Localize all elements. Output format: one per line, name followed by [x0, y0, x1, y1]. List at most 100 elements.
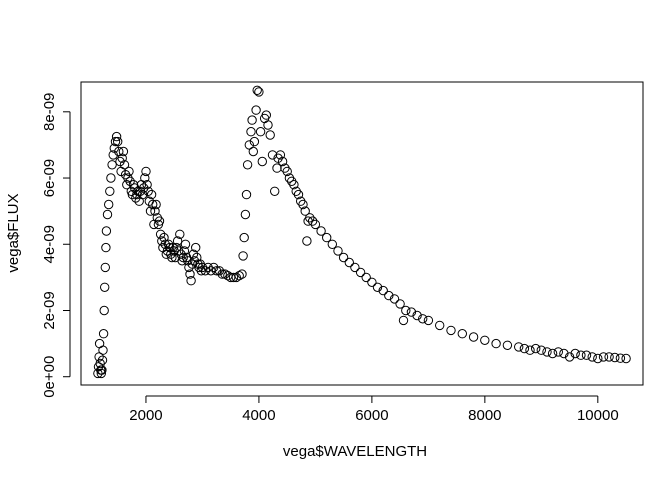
data-point [542, 347, 552, 357]
data-point [127, 189, 138, 200]
data-point [96, 368, 107, 379]
data-point [610, 352, 620, 363]
data-point [135, 186, 146, 197]
data-point [238, 251, 248, 261]
data-point [559, 348, 569, 359]
data-point [162, 246, 173, 256]
data-point [270, 186, 280, 197]
data-point [105, 186, 115, 197]
y-tick-label: 8e-09 [41, 93, 58, 131]
data-point [372, 282, 383, 292]
y-axis-label: vega$FLUX [5, 193, 22, 272]
data-point [110, 136, 121, 147]
x-tick-label: 4000 [242, 407, 275, 424]
data-point [175, 229, 185, 240]
data-point [468, 332, 479, 342]
data-point [423, 315, 434, 326]
data-point [142, 180, 152, 190]
data-point [257, 156, 267, 167]
data-point [261, 110, 271, 120]
data-point [316, 226, 326, 236]
data-point [179, 246, 190, 256]
data-point [228, 272, 239, 283]
data-point [395, 299, 405, 309]
data-point [406, 307, 417, 317]
data-point [333, 246, 343, 256]
data-point [240, 209, 251, 220]
data-point [435, 320, 445, 331]
data-point [102, 209, 113, 220]
data-point [185, 269, 195, 279]
data-point [188, 249, 199, 259]
data-point [189, 256, 200, 266]
data-point [615, 353, 626, 363]
data-point [254, 87, 264, 97]
data-point [378, 285, 388, 296]
data-point [195, 259, 205, 269]
data-point [247, 115, 257, 125]
data-point [171, 242, 182, 253]
data-point [525, 345, 535, 355]
data-point [277, 156, 288, 167]
data-point [237, 269, 247, 279]
data-point [457, 329, 467, 339]
data-point [284, 173, 295, 183]
data-point [255, 127, 266, 137]
data-point [211, 266, 222, 276]
y-axis: 0e+00 2e-09 4e-09 6e-09 8e-09 [41, 93, 71, 398]
data-point [327, 239, 337, 250]
data-point [141, 166, 151, 177]
data-point [389, 294, 400, 304]
data-point [300, 206, 310, 216]
data-point [137, 189, 148, 200]
data-point [146, 189, 157, 200]
data-point [536, 345, 546, 355]
data-point [305, 213, 315, 223]
y-tick-label: 4e-09 [41, 225, 58, 263]
data-point [180, 239, 191, 250]
data-point [296, 196, 306, 206]
data-point [220, 269, 230, 279]
data-point [200, 266, 211, 276]
data-point [263, 120, 273, 130]
data-point [502, 340, 513, 350]
data-point [231, 272, 242, 283]
data-point [100, 282, 110, 292]
data-point [97, 355, 108, 365]
data-point [239, 232, 249, 243]
data-point [531, 343, 541, 354]
data-point [514, 342, 524, 352]
x-axis-label: vega$WAVELENGTH [283, 443, 427, 460]
data-point [140, 173, 150, 183]
data-point [289, 180, 299, 190]
data-point [98, 345, 108, 355]
data-point [101, 242, 111, 253]
data-point [519, 343, 530, 354]
data-point [99, 305, 109, 316]
data-point [104, 199, 114, 210]
data-point [111, 131, 122, 142]
data-point [302, 236, 312, 246]
data-point [113, 136, 123, 147]
data-point [214, 266, 225, 276]
data-point [107, 160, 117, 170]
data-point [241, 189, 252, 200]
data-point [412, 310, 422, 321]
data-point [174, 246, 184, 256]
data-point [593, 353, 603, 364]
data-point [248, 146, 259, 157]
data-point [148, 199, 158, 210]
data-point [101, 226, 112, 236]
y-tick-label: 2e-09 [41, 291, 58, 329]
data-point [209, 262, 219, 273]
data-point [604, 352, 614, 362]
data-point [398, 315, 409, 326]
data-point [117, 153, 127, 163]
data-point [310, 219, 321, 230]
data-point [184, 262, 194, 273]
data-point [119, 160, 130, 170]
data-point [145, 206, 156, 216]
data-point [275, 150, 286, 160]
data-point [291, 186, 301, 197]
data-point [480, 335, 490, 345]
